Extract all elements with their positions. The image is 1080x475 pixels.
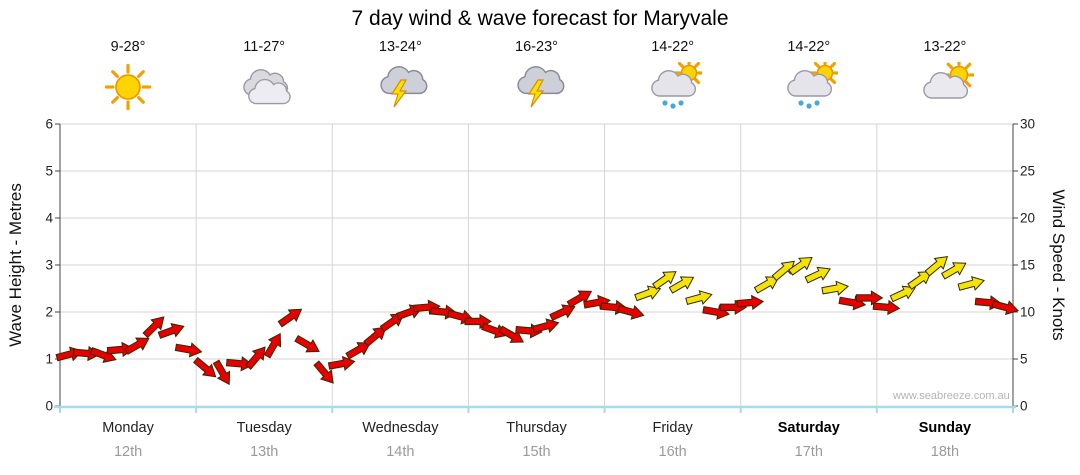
right-tick-label: 15 [1020, 257, 1036, 273]
day-temperature: 14-22° [787, 39, 831, 55]
wind-arrow [924, 256, 949, 277]
wind-arrow [174, 342, 203, 358]
sun-cloud-icon [923, 62, 974, 99]
wind-arrow [821, 280, 850, 296]
day-date: 15th [522, 444, 551, 460]
wind-arrow [532, 318, 560, 334]
wind-arrow [89, 347, 117, 363]
wind-arrow [294, 334, 320, 353]
left-tick-label: 1 [45, 351, 53, 367]
wind-arrow [788, 256, 813, 276]
wind-arrow [804, 266, 831, 284]
wind-arrow [872, 299, 901, 316]
wind-arrow [157, 323, 185, 339]
day-temperature: 14-22° [651, 39, 695, 55]
wind-arrow [566, 290, 593, 308]
wind-arrow [192, 356, 217, 378]
left-tick-label: 5 [45, 163, 53, 179]
wind-arrow [991, 300, 1019, 316]
day-temperature: 11-27° [243, 39, 286, 55]
right-tick-label: 10 [1020, 304, 1036, 320]
day-label-saturday: Saturday [777, 420, 840, 436]
wind-arrow [212, 359, 231, 386]
day-label-wednesday: Wednesday [362, 420, 439, 436]
day-temperature: 9-28° [110, 39, 146, 55]
wind-arrow [889, 285, 917, 303]
wind-arrow [345, 342, 371, 360]
day-date: 18th [930, 444, 960, 460]
day-date: 14th [386, 444, 415, 460]
day-date: 16th [658, 444, 687, 460]
right-tick-label: 0 [1020, 398, 1028, 414]
day-date: 12th [113, 444, 143, 460]
right-tick-label: 30 [1020, 116, 1036, 132]
day-temperature: 16-23° [515, 39, 558, 55]
wind-arrow [652, 271, 677, 290]
wind-arrow [668, 276, 695, 294]
day-temperature: 13-24° [378, 39, 422, 55]
sun-showers-icon [787, 62, 838, 109]
wind-arrow [245, 346, 266, 370]
axes [54, 123, 1018, 413]
day-label-thursday: Thursday [506, 420, 567, 436]
wind-arrow [379, 313, 405, 333]
wind-arrow [957, 275, 985, 291]
left-tick-label: 4 [45, 210, 53, 226]
right-tick-label: 5 [1020, 351, 1028, 367]
day-temperature: 13-22° [923, 39, 967, 55]
chart-title: 7 day wind & wave forecast for Maryvale [351, 7, 729, 30]
weather-icon [235, 62, 293, 112]
sun-showers-icon [650, 62, 702, 109]
wind-arrow [736, 294, 765, 311]
wind-arrow [940, 262, 967, 280]
weather-icon [780, 62, 838, 112]
right-axis-title: Wind Speed - Knots [1049, 189, 1068, 341]
wind-arrow [277, 308, 303, 328]
wind-arrow [481, 322, 509, 339]
cloudy-icon [243, 68, 291, 105]
thunderstorm-icon [380, 66, 428, 108]
wind-arrow [685, 290, 713, 305]
wind-arrow [363, 326, 387, 348]
wind-arrow [142, 316, 165, 339]
thunderstorm-icon [516, 66, 564, 108]
left-tick-label: 6 [45, 116, 53, 132]
left-tick-label: 0 [45, 398, 53, 414]
wind-arrow [634, 285, 662, 302]
right-tick-label: 20 [1020, 210, 1036, 226]
weather-icon [99, 62, 157, 112]
wind-arrows [55, 256, 1019, 386]
day-label-tuesday: Tuesday [236, 420, 292, 436]
wind-arrow [855, 290, 884, 306]
wind-arrow [327, 355, 356, 372]
wind-arrow [225, 356, 254, 372]
wind-arrow [124, 337, 150, 355]
weather-icon [371, 62, 429, 112]
weather-icon [644, 62, 702, 112]
wind-arrow [753, 276, 780, 294]
left-tick-label: 2 [45, 304, 53, 320]
wind-arrow [313, 360, 334, 384]
day-label-friday: Friday [652, 420, 693, 436]
day-date: 13th [250, 444, 279, 460]
wind-arrow [617, 304, 645, 320]
weather-icon [508, 62, 566, 112]
day-date: 17th [794, 444, 823, 460]
right-tick-label: 25 [1020, 163, 1036, 179]
wind-arrow [907, 271, 932, 290]
left-tick-label: 3 [45, 257, 53, 273]
sunny-icon [104, 63, 152, 111]
wind-arrow [263, 332, 282, 359]
watermark: www.seabreeze.com.au [893, 390, 1010, 402]
wind-arrow [549, 304, 576, 322]
day-label-sunday: Sunday [918, 420, 972, 436]
day-label-monday: Monday [102, 420, 154, 436]
weather-icon [916, 62, 974, 112]
